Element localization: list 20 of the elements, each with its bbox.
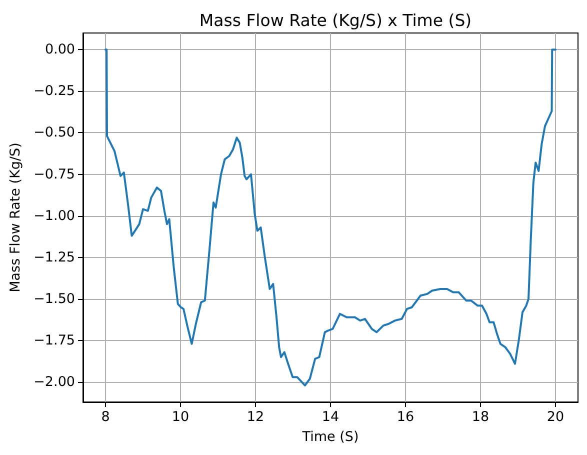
x-tick-label: 10 [172, 409, 190, 425]
x-tick-label: 20 [546, 409, 564, 425]
x-tick-label: 14 [322, 409, 340, 425]
y-tick-label: −2.00 [34, 374, 75, 390]
y-axis-title: Mass Flow Rate (Kg/S) [8, 142, 24, 292]
x-tick-label: 18 [472, 409, 490, 425]
x-tick-label: 8 [101, 409, 110, 425]
y-tick-label: −1.25 [34, 249, 75, 266]
y-tick-label: −1.00 [34, 208, 75, 224]
y-tick-label: −1.75 [34, 332, 75, 348]
line-series [104, 48, 556, 386]
y-tick-label: −0.75 [34, 166, 75, 182]
chart-title: Mass Flow Rate (Kg/S) x Time (S) [199, 11, 472, 30]
y-tick-label: −0.25 [34, 83, 75, 100]
x-tick-label: 12 [246, 409, 264, 425]
x-axis-title: Time (S) [301, 429, 359, 445]
y-tick-label: −1.50 [34, 290, 75, 307]
y-tick-label: 0.00 [44, 42, 75, 58]
x-tick-label: 16 [396, 409, 414, 425]
y-tick-label: −0.50 [34, 124, 75, 141]
